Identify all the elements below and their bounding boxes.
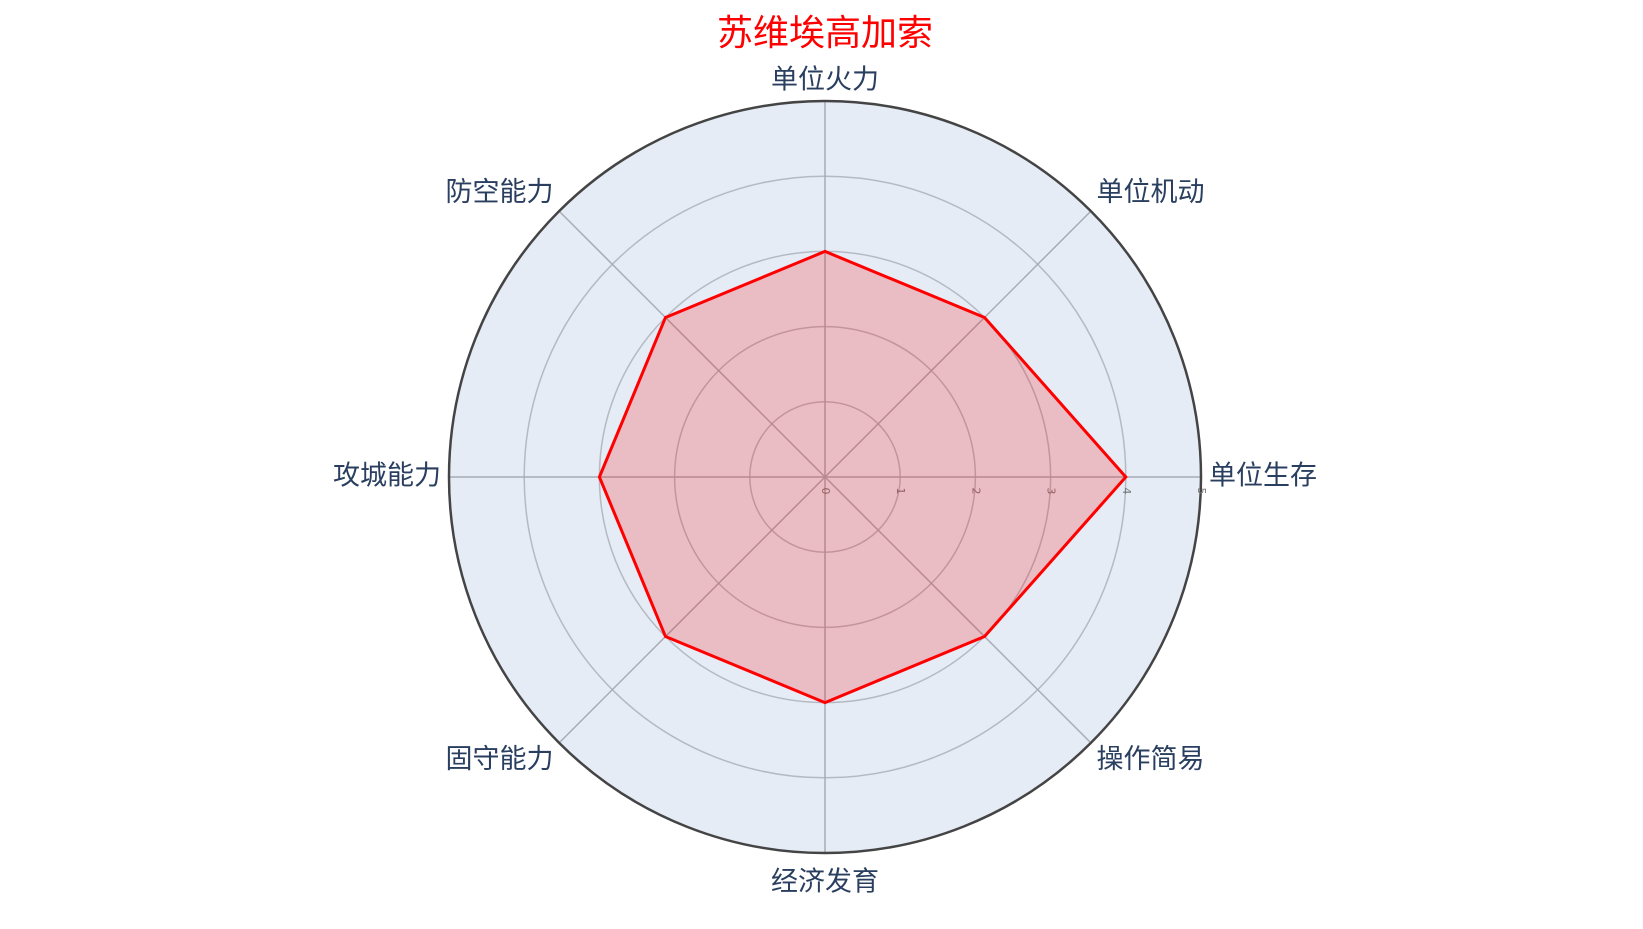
category-label: 防空能力 [445, 177, 553, 208]
category-label: 攻城能力 [333, 461, 441, 492]
radial-tick-label: 1 [894, 488, 907, 495]
category-label: 操作简易 [1097, 744, 1205, 775]
radial-tick-label: 5 [1195, 488, 1208, 495]
category-label: 单位生存 [1209, 461, 1317, 492]
radar-area [597, 249, 1128, 705]
radial-tick-label: 0 [819, 488, 832, 495]
spoke [824, 210, 1092, 478]
category-label: 单位机动 [1097, 177, 1205, 208]
outer-ring [447, 99, 1203, 855]
spoke [824, 476, 1092, 744]
category-label: 固守能力 [445, 744, 553, 775]
radial-tick-label: 4 [1120, 488, 1133, 495]
category-label: 单位火力 [771, 65, 879, 96]
spoke [558, 476, 826, 744]
spoke [558, 210, 826, 478]
radial-tick-label: 2 [969, 488, 982, 495]
chart-title: 苏维埃高加索 [717, 13, 933, 54]
category-label: 经济发育 [771, 867, 879, 898]
radial-tick-label: 3 [1045, 488, 1058, 495]
